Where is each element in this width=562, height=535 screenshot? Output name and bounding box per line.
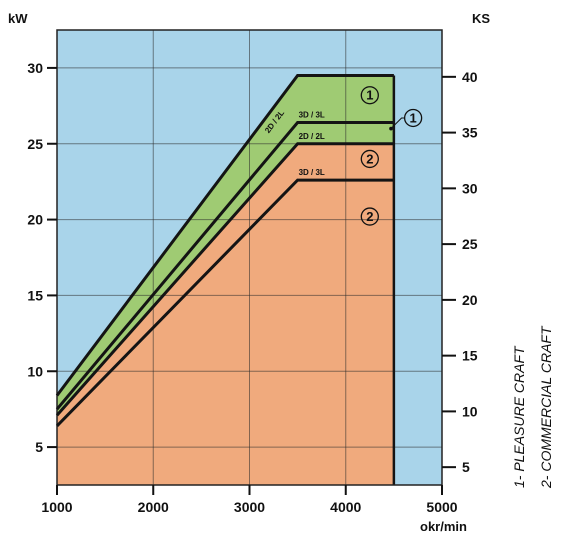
y-left-tick-label: 30	[27, 60, 43, 76]
x-tick-label: 5000	[426, 499, 457, 515]
x-unit-label: okr/min	[420, 519, 467, 534]
y-left-tick-label: 5	[35, 439, 43, 455]
y-left-tick-label: 10	[27, 363, 43, 379]
x-tick-label: 3000	[234, 499, 265, 515]
region-marker-label: 2	[366, 151, 373, 166]
commercial-craft-region	[57, 143, 394, 486]
region-marker-label: 2	[366, 209, 373, 224]
curve-label: 3D / 3L	[299, 168, 325, 177]
y-right-tick-label: 10	[462, 403, 478, 419]
y-left-tick-label: 20	[27, 212, 43, 228]
y-right-unit-label: KS	[472, 11, 490, 26]
region-marker-circle	[403, 108, 423, 128]
power-curve	[55, 74, 394, 397]
curve-label: 3D / 3L	[299, 111, 325, 120]
x-tick-label: 4000	[330, 499, 361, 515]
region-marker-circle	[360, 149, 379, 169]
y-right-tick-label: 30	[462, 180, 478, 196]
legend-item-pleasure-craft: 1- PLEASURE CRAFT	[511, 345, 527, 488]
y-right-tick-label: 35	[462, 125, 478, 141]
region-marker-label: 1	[410, 110, 417, 125]
y-left-tick-label: 25	[27, 136, 43, 152]
region-marker-circle	[360, 86, 379, 105]
region-marker-label: 1	[366, 88, 373, 103]
power-curve	[55, 121, 394, 411]
y-right-tick-label: 15	[462, 348, 478, 364]
legend: 1- PLEASURE CRAFT 2- COMMERCIAL CRAFT	[511, 325, 554, 489]
power-curve	[55, 142, 394, 417]
pleasure-craft-region	[57, 75, 394, 416]
region-marker-circle	[360, 207, 379, 226]
y-right-tick-label: 25	[462, 236, 478, 252]
curve-label: 2D / 2L	[299, 132, 325, 141]
y-right-tick-label: 40	[462, 69, 478, 85]
y-right-tick-label: 20	[462, 292, 478, 308]
marker-leader-dot	[389, 126, 393, 131]
x-tick-label: 1000	[41, 499, 72, 515]
y-left-unit-label: kW	[8, 11, 28, 26]
marker-leader-line	[390, 117, 405, 129]
x-tick-label: 2000	[138, 499, 169, 515]
legend-item-commercial-craft: 2- COMMERCIAL CRAFT	[538, 325, 554, 489]
y-left-tick-label: 15	[27, 287, 43, 303]
power-curve	[55, 178, 394, 427]
y-right-tick-label: 5	[462, 459, 470, 475]
